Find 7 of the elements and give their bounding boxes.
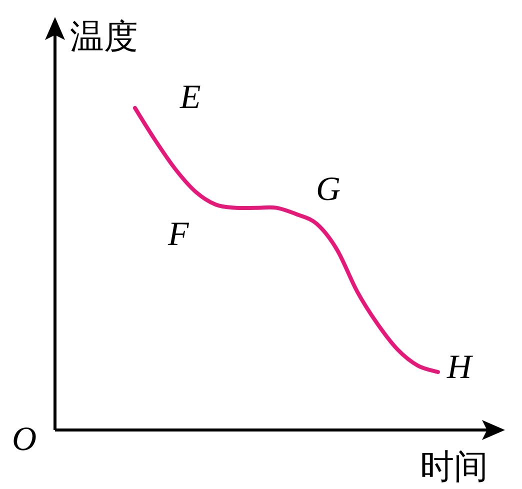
annotation: H — [446, 349, 474, 386]
y-axis-title: 温度 — [70, 17, 138, 57]
text: O — [12, 421, 37, 458]
annotation: F — [167, 216, 190, 253]
annotation: G — [316, 171, 341, 208]
annotation: E — [179, 79, 201, 116]
x-axis-title: 时间 — [420, 447, 488, 487]
